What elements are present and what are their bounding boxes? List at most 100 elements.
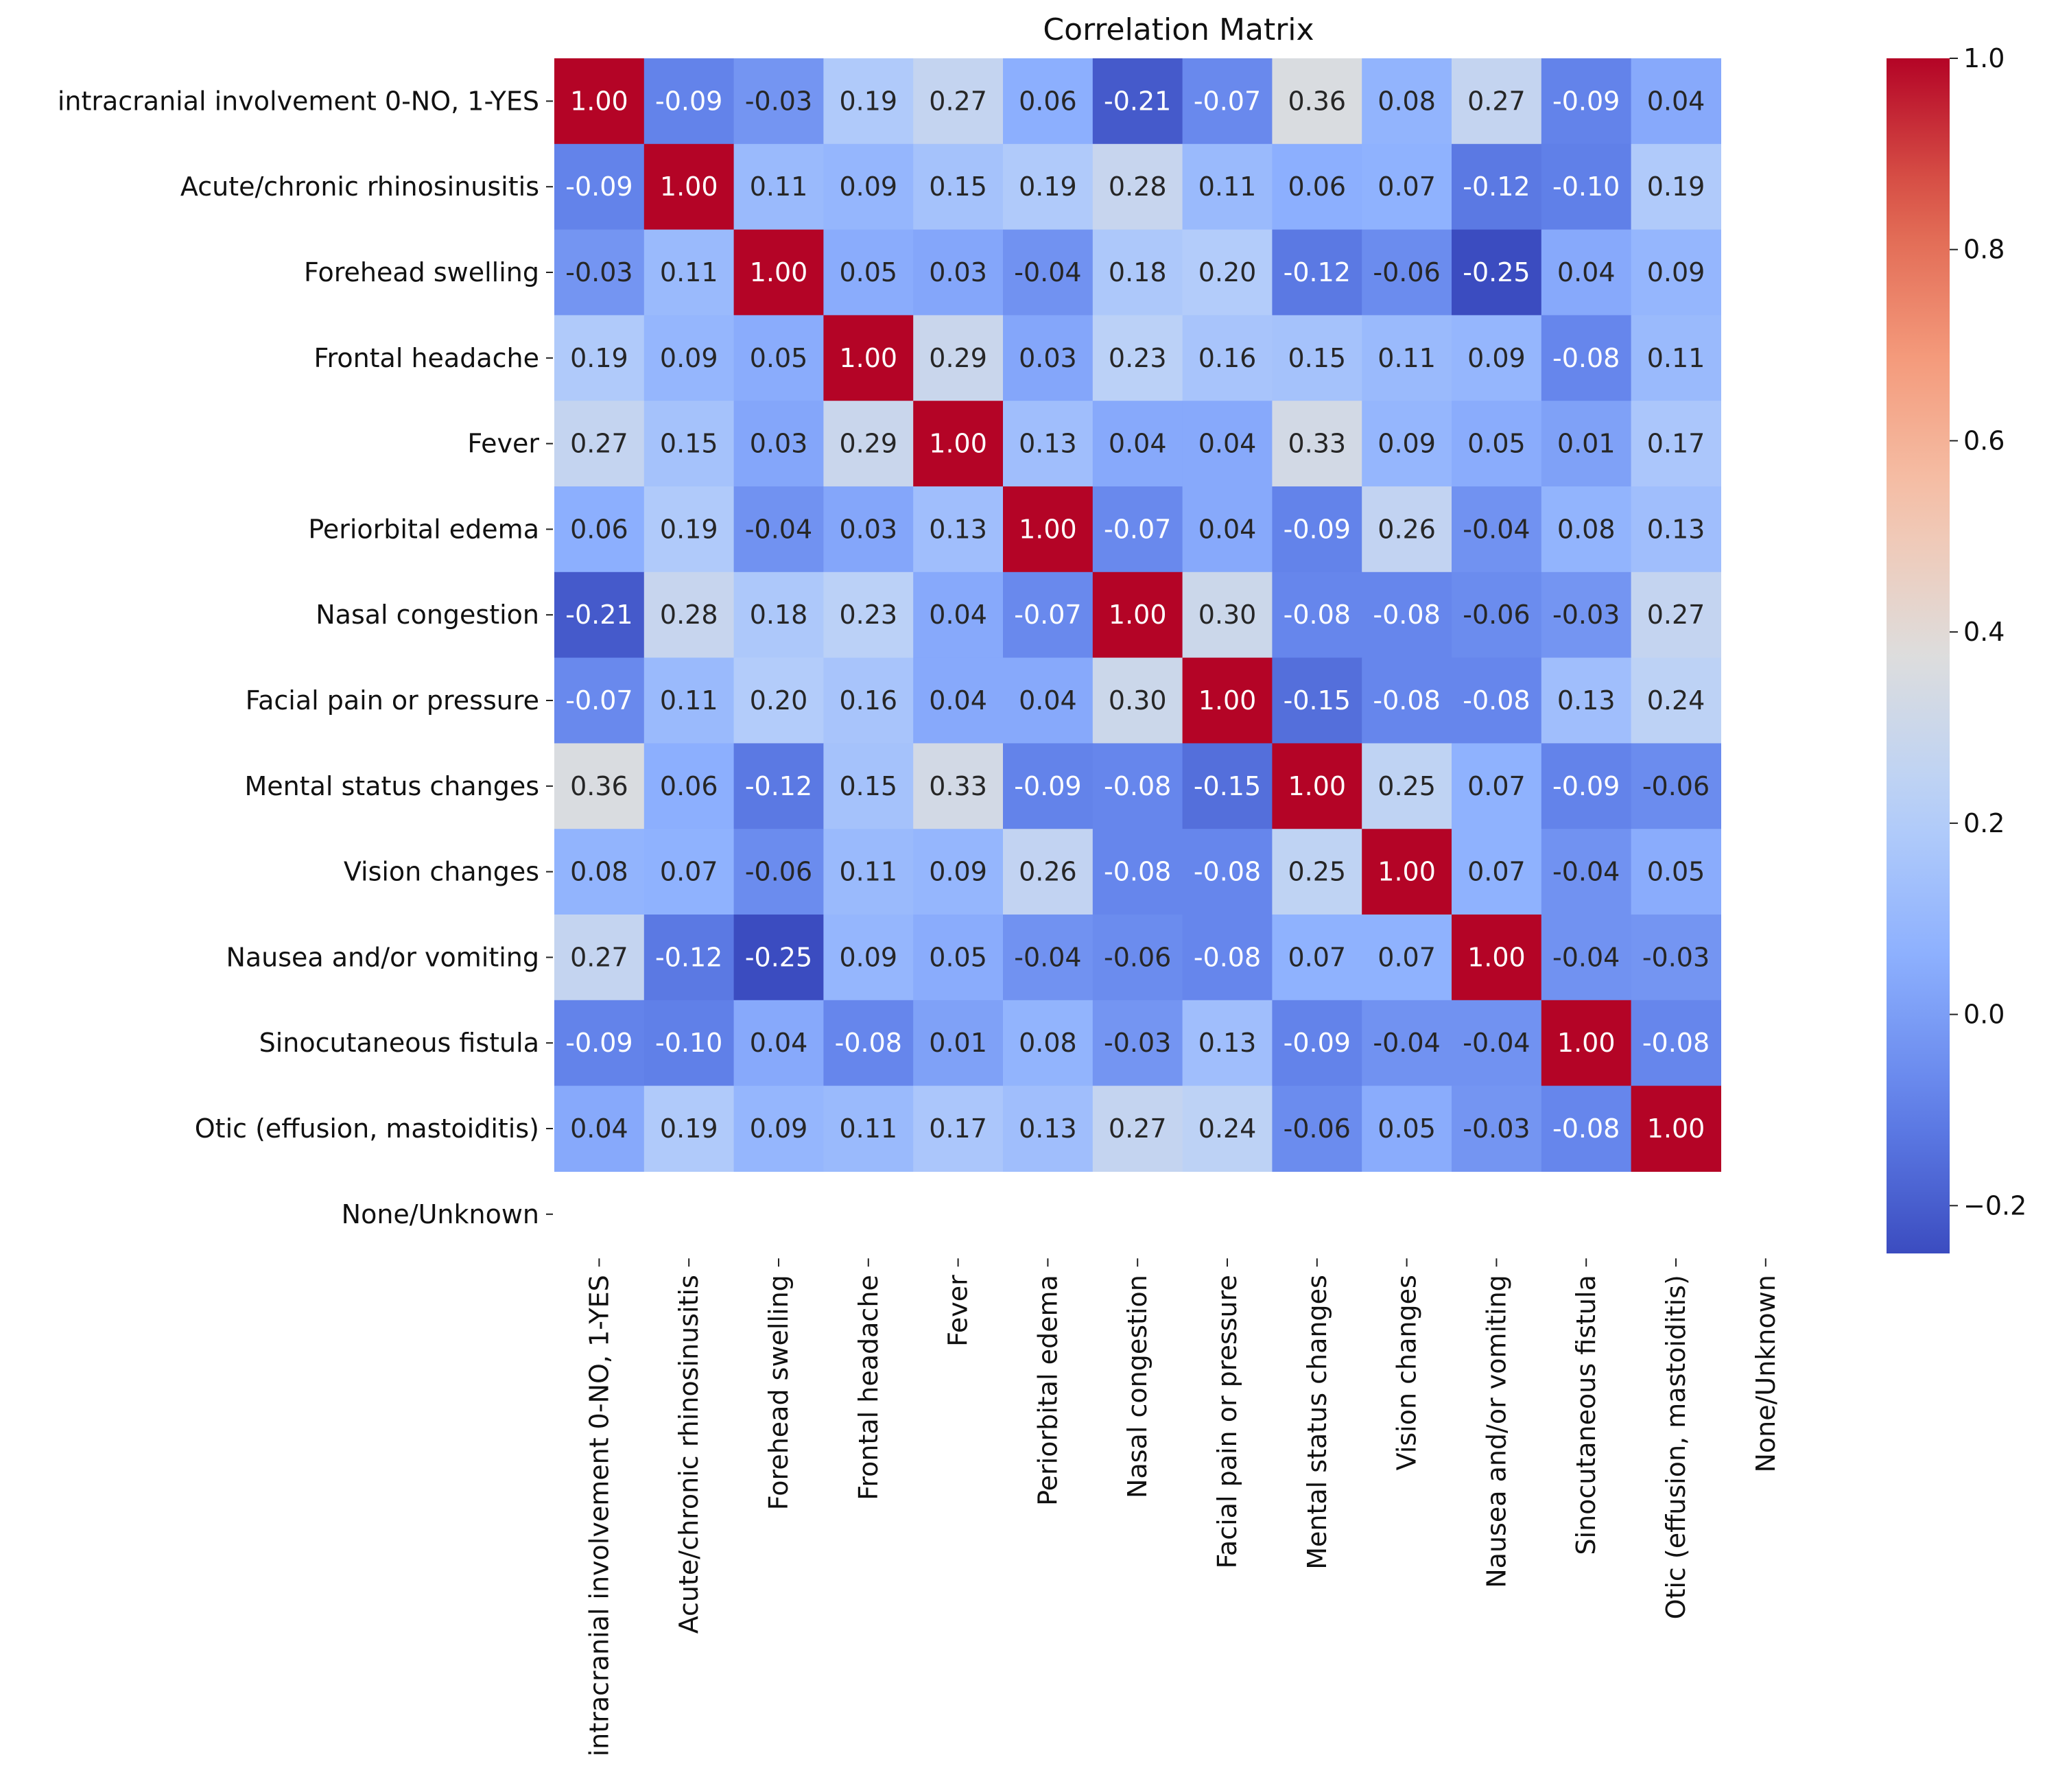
cell-value: -0.08 xyxy=(1104,857,1171,887)
heatmap-cell xyxy=(1003,571,1094,659)
cell-value: 0.25 xyxy=(1378,771,1436,801)
cell-value: 0.16 xyxy=(1198,343,1257,373)
cell-value: 0.29 xyxy=(839,429,897,459)
cell-value: -0.04 xyxy=(1373,1028,1440,1058)
heatmap-cell xyxy=(1092,58,1183,145)
heatmap-cell xyxy=(1541,657,1632,744)
heatmap-cell xyxy=(733,143,824,231)
chart-title: Correlation Matrix xyxy=(1043,12,1314,47)
heatmap-cell xyxy=(823,143,914,231)
cell-value: 0.04 xyxy=(1198,429,1257,459)
cell-value: -0.08 xyxy=(1642,1028,1710,1058)
cell-value: 0.19 xyxy=(1647,172,1705,202)
cell-value: -0.08 xyxy=(1104,771,1171,801)
cell-value: 0.25 xyxy=(1288,857,1346,887)
cell-value: -0.06 xyxy=(1373,257,1440,287)
cell-value: 1.00 xyxy=(929,429,987,459)
heatmap-cell xyxy=(1182,829,1273,915)
heatmap-cell xyxy=(554,315,645,401)
heatmap-cell xyxy=(1092,1000,1183,1087)
heatmap-cell xyxy=(1272,743,1362,829)
heatmap-cell xyxy=(1452,315,1542,401)
heatmap-cell xyxy=(554,657,645,744)
cell-value: 1.00 xyxy=(1557,1028,1616,1058)
heatmap-cell xyxy=(1631,315,1721,401)
cell-value: -0.21 xyxy=(1104,86,1171,116)
cell-value: 0.26 xyxy=(1019,857,1077,887)
heatmap-cell xyxy=(1362,58,1452,145)
heatmap-cell xyxy=(823,829,914,915)
cell-value: 0.27 xyxy=(1467,86,1526,116)
heatmap-cell xyxy=(1541,829,1632,915)
cell-value: -0.12 xyxy=(1284,257,1351,287)
cell-value: 0.01 xyxy=(1557,429,1616,459)
cell-value: -0.10 xyxy=(1552,172,1620,202)
heatmap-cell xyxy=(1452,486,1542,573)
heatmap-cell xyxy=(1182,915,1273,1001)
cell-value: -0.08 xyxy=(1463,685,1530,716)
cell-value: 0.05 xyxy=(1378,1113,1436,1144)
heatmap-cell xyxy=(1541,486,1632,573)
heatmap-cell xyxy=(1452,915,1542,1001)
heatmap-cell xyxy=(1541,1000,1632,1087)
heatmap-cell xyxy=(913,657,1004,744)
cell-value: -0.08 xyxy=(1552,1113,1620,1144)
heatmap-cell xyxy=(1631,571,1721,659)
cell-value: 1.00 xyxy=(1288,771,1346,801)
heatmap-cell xyxy=(1272,229,1362,316)
heatmap-cell xyxy=(913,486,1004,573)
y-tick-label: Otic (effusion, mastoiditis) xyxy=(195,1113,539,1144)
heatmap-cell xyxy=(1092,229,1183,316)
heatmap-cell xyxy=(823,401,914,487)
heatmap-cell xyxy=(1631,58,1721,145)
heatmap-cell xyxy=(733,58,824,145)
heatmap-cell xyxy=(554,58,645,145)
cell-value: 0.19 xyxy=(570,343,628,373)
heatmap-cell xyxy=(1092,486,1183,573)
x-tick-label: Frontal headache xyxy=(853,1275,884,1500)
heatmap-cell xyxy=(733,657,824,744)
heatmap-cell xyxy=(643,315,735,401)
heatmap-cell xyxy=(643,58,735,145)
heatmap-cell xyxy=(1003,315,1094,401)
colorbar-tick-label: −0.2 xyxy=(1963,1190,2026,1221)
heatmap-cell xyxy=(733,486,824,573)
heatmap-cell xyxy=(733,571,824,659)
heatmap-cell xyxy=(643,1085,735,1172)
heatmap-cell xyxy=(1631,401,1721,487)
cell-value: 0.30 xyxy=(1198,600,1257,630)
cell-value: -0.03 xyxy=(1552,600,1620,630)
heatmap-cell xyxy=(554,143,645,231)
heatmap-cell xyxy=(554,401,645,487)
cell-value: 1.00 xyxy=(570,86,628,116)
heatmap-cell xyxy=(554,829,645,915)
colorbar-gradient xyxy=(1887,58,1950,1253)
cell-value: 0.08 xyxy=(1557,514,1616,544)
heatmap-cell xyxy=(1362,143,1452,231)
heatmap-cell xyxy=(1182,486,1273,573)
x-tick-label: None/Unknown xyxy=(1751,1275,1781,1472)
cell-value: 0.04 xyxy=(1557,257,1616,287)
heatmap-cell xyxy=(1272,571,1362,659)
heatmap-cell xyxy=(1362,229,1452,316)
cell-value: 0.29 xyxy=(929,343,987,373)
cell-value: 0.11 xyxy=(1198,172,1257,202)
cell-value: 0.17 xyxy=(1647,429,1705,459)
heatmap-cell xyxy=(1452,401,1542,487)
cell-value: 0.13 xyxy=(1019,1113,1077,1144)
heatmap-cell xyxy=(1272,657,1362,744)
heatmap-cell xyxy=(1272,1000,1362,1087)
cell-value: 1.00 xyxy=(1019,514,1077,544)
cell-value: 0.19 xyxy=(839,86,897,116)
cell-value: 0.11 xyxy=(660,257,718,287)
cell-value: 0.26 xyxy=(1378,514,1436,544)
cell-value: 0.07 xyxy=(660,857,718,887)
heatmap-cell xyxy=(1272,1085,1362,1172)
colorbar-tick-label: 1.0 xyxy=(1963,43,2005,73)
cell-value: 0.04 xyxy=(1198,514,1257,544)
cell-value: -0.25 xyxy=(1463,257,1530,287)
heatmap-cell xyxy=(643,486,735,573)
colorbar: 1.0 0.8 0.6 0.4 0.2 0.0 −0.2 xyxy=(1887,43,2026,1253)
heatmap-cell xyxy=(554,1085,645,1172)
heatmap-cell xyxy=(913,915,1004,1001)
